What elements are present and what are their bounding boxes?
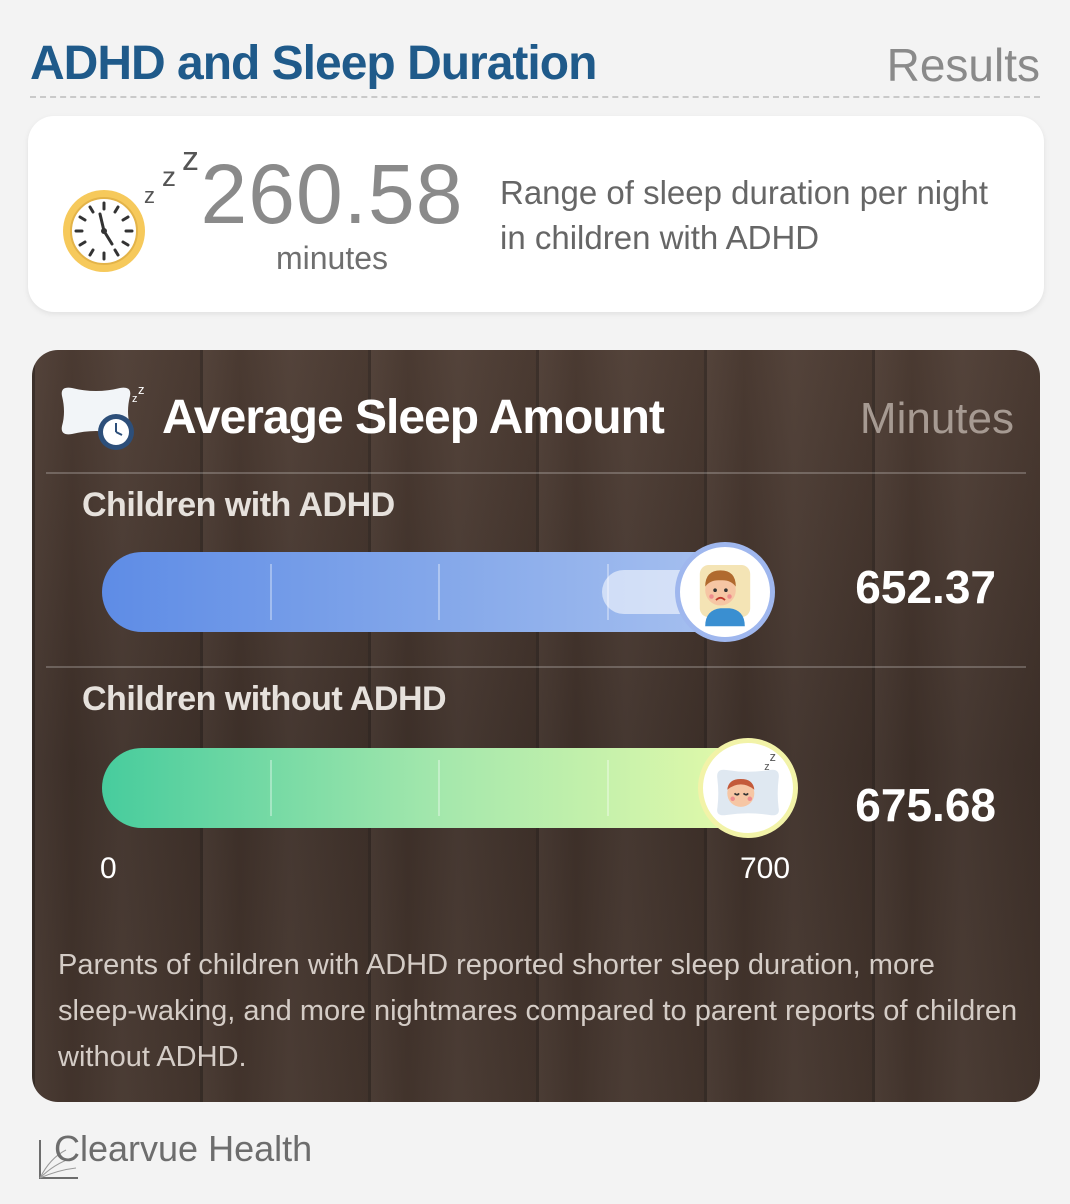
bar-track-non-adhd: z z <box>102 738 798 838</box>
alarm-clock-sleep-icon: z z z <box>63 148 199 272</box>
category-label-non-adhd: Children without ADHD <box>82 680 447 718</box>
stat-value: 260.58 <box>200 147 464 241</box>
svg-text:z: z <box>138 382 145 397</box>
stat-description: Range of sleep duration per night in chi… <box>500 174 989 256</box>
divider <box>46 472 1026 474</box>
value-label-adhd: 652.37 <box>855 561 996 613</box>
stat-unit: minutes <box>275 240 389 276</box>
bar-tick <box>438 760 440 816</box>
sleep-chart-panel: z z Average Sleep Amount Minutes Childre… <box>32 350 1040 1102</box>
svg-text:z: z <box>182 148 199 178</box>
divider <box>46 666 1026 668</box>
stat-card: z z z 260.58 minutes Range of sleep dura… <box>28 116 1044 312</box>
results-label: Results <box>886 39 1040 91</box>
value-label-non-adhd: 675.68 <box>855 779 996 831</box>
sad-child-icon <box>675 542 775 642</box>
page-header: ADHD and Sleep Duration Results <box>30 30 1040 98</box>
bar-tick <box>270 564 272 620</box>
svg-text:z: z <box>764 761 769 773</box>
bar-tick <box>438 564 440 620</box>
svg-text:z: z <box>144 183 155 208</box>
chart-unit-label: Minutes <box>859 394 1014 443</box>
bar-non-adhd <box>102 748 768 828</box>
clearvue-logo-icon <box>39 1140 78 1179</box>
sleeping-child-icon: z z <box>698 738 798 838</box>
bar-track-adhd <box>102 542 792 642</box>
page-title: ADHD and Sleep Duration <box>30 37 597 90</box>
axis-tick-min: 0 <box>100 852 117 885</box>
chart-note: Parents of children with ADHD reported s… <box>58 949 1018 1073</box>
bar-tick <box>607 760 609 816</box>
svg-text:z: z <box>770 750 776 764</box>
svg-text:z: z <box>162 161 176 192</box>
svg-text:z: z <box>132 393 138 405</box>
bar-adhd <box>102 552 745 632</box>
axis-tick-max: 700 <box>740 852 791 885</box>
chart-title: Average Sleep Amount <box>162 391 665 444</box>
pillow-clock-icon: z z <box>61 382 145 450</box>
bar-tick <box>270 760 272 816</box>
brand-name: Clearvue Health <box>54 1128 313 1169</box>
category-label-adhd: Children with ADHD <box>82 486 395 524</box>
